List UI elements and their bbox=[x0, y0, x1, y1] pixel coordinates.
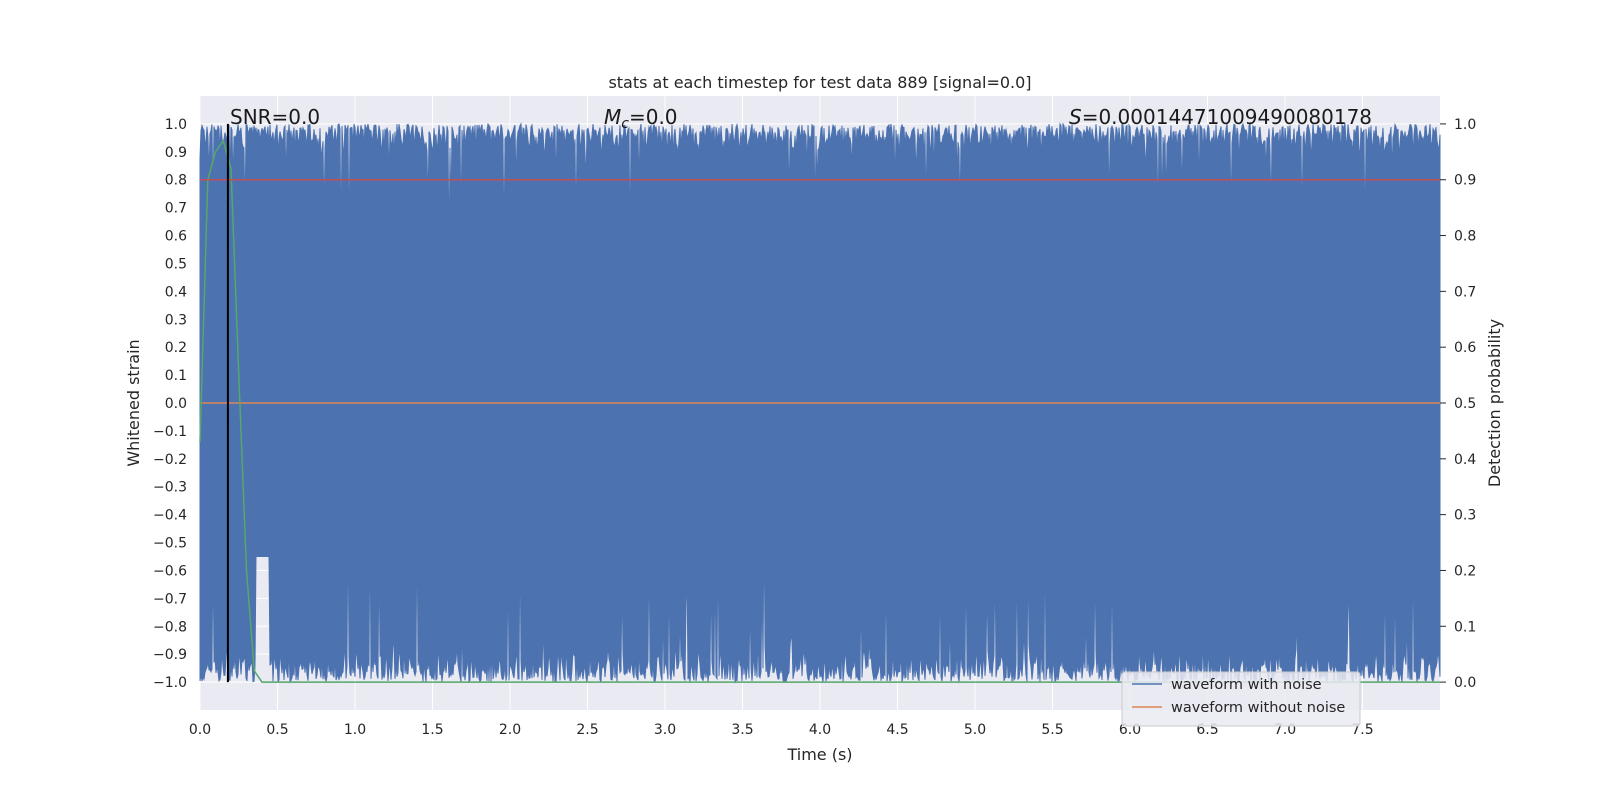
y-tick-label-left: 0.6 bbox=[165, 229, 187, 245]
y-tick-label-left: −0.7 bbox=[153, 591, 187, 607]
mc-value: =0.0 bbox=[629, 105, 678, 129]
legend-box bbox=[1121, 671, 1361, 727]
series-lines bbox=[199, 123, 1440, 683]
y-tick-label-left: −1.0 bbox=[153, 675, 187, 691]
y-tick-label-right: 0.9 bbox=[1454, 173, 1476, 189]
x-tick-label: 2.5 bbox=[576, 722, 598, 738]
y-tick-label-left: −0.8 bbox=[153, 619, 187, 635]
x-ticks: 0.0 0.5 1.0 1.5 2.0 2.5 3.0 3.5 4.0 4.5 5.0 5.5 6.0 6… bbox=[189, 722, 1374, 738]
y-tick-label-left: −0.2 bbox=[153, 452, 187, 468]
y-tick-label-right: 0.8 bbox=[1454, 229, 1476, 245]
y-tick-label-left: 0.2 bbox=[165, 340, 187, 356]
y-tick-label-left: −0.9 bbox=[153, 647, 187, 663]
x-tick-label: 4.0 bbox=[809, 722, 831, 738]
y-tick-label-left: 0.3 bbox=[165, 312, 187, 328]
y-tick-label-left: 0.0 bbox=[165, 396, 187, 412]
y-tick-label-left: 1.0 bbox=[165, 117, 187, 133]
y-tick-label-left: 0.5 bbox=[165, 256, 187, 272]
x-tick-label: 1.5 bbox=[421, 722, 443, 738]
y-tick-label-right: 0.4 bbox=[1454, 452, 1476, 468]
y-tick-label-left: 0.8 bbox=[165, 173, 187, 189]
y-tick-label-left: −0.6 bbox=[153, 563, 187, 579]
legend: waveform with noise waveform without noi… bbox=[1121, 671, 1361, 727]
detection-probability-line bbox=[199, 138, 1440, 683]
s-symbol: S bbox=[1069, 105, 1082, 129]
s-annotation: S=0.00014471009490080178 bbox=[1069, 105, 1372, 129]
x-tick-label: 3.5 bbox=[731, 722, 753, 738]
y-axis-label-right: Detection probability bbox=[1485, 319, 1504, 487]
legend-label-clean: waveform without noise bbox=[1171, 700, 1345, 716]
mc-annotation: Mc=0.0 bbox=[604, 105, 678, 132]
y-tick-label-left: 0.7 bbox=[165, 201, 187, 217]
y-tick-label-left: −0.4 bbox=[153, 508, 187, 524]
y-ticks-right: 1.0 0.9 0.8 0.7 0.6 0.5 0.4 0.3 0.2 0.1 0.0 bbox=[1440, 117, 1476, 691]
y-tick-label-right: 0.0 bbox=[1454, 675, 1476, 691]
y-tick-label-left: −0.3 bbox=[153, 480, 187, 496]
x-tick-label: 5.5 bbox=[1041, 722, 1063, 738]
snr-annotation: SNR=0.0 bbox=[230, 105, 320, 129]
x-tick-label: 2.0 bbox=[499, 722, 521, 738]
y-tick-label-left: 0.9 bbox=[165, 145, 187, 161]
x-tick-label: 0.5 bbox=[266, 722, 288, 738]
x-tick-label: 3.0 bbox=[654, 722, 676, 738]
y-tick-label-right: 0.1 bbox=[1454, 619, 1476, 635]
y-tick-label-right: 0.7 bbox=[1454, 284, 1476, 300]
y-tick-label-right: 0.3 bbox=[1454, 508, 1476, 524]
y-axis-label-left: Whitened strain bbox=[124, 339, 143, 466]
y-tick-label-left: −0.1 bbox=[153, 424, 187, 440]
legend-label-noise: waveform with noise bbox=[1171, 677, 1322, 693]
x-tick-label: 1.0 bbox=[344, 722, 366, 738]
y-tick-label-left: −0.5 bbox=[153, 536, 187, 552]
mc-subscript: c bbox=[621, 116, 629, 132]
y-tick-label-right: 1.0 bbox=[1454, 117, 1476, 133]
y-ticks-left: 1.0 0.9 0.8 0.7 0.6 0.5 0.4 0.3 0.2 0.1 0.0 −0.1 −0.… bbox=[153, 117, 187, 691]
y-tick-label-right: 0.6 bbox=[1454, 340, 1476, 356]
x-tick-label: 5.0 bbox=[964, 722, 986, 738]
x-tick-label: 0.0 bbox=[189, 722, 211, 738]
mc-symbol: M bbox=[604, 105, 621, 129]
y-tick-label-left: 0.4 bbox=[165, 284, 187, 300]
y-tick-label-right: 0.2 bbox=[1454, 563, 1476, 579]
x-axis-label: Time (s) bbox=[786, 745, 852, 764]
y-tick-label-left: 0.1 bbox=[165, 368, 187, 384]
y-tick-label-right: 0.5 bbox=[1454, 396, 1476, 412]
x-tick-label: 4.5 bbox=[886, 722, 908, 738]
chart-title: stats at each timestep for test data 889… bbox=[608, 73, 1031, 92]
s-value: =0.00014471009490080178 bbox=[1082, 105, 1372, 129]
